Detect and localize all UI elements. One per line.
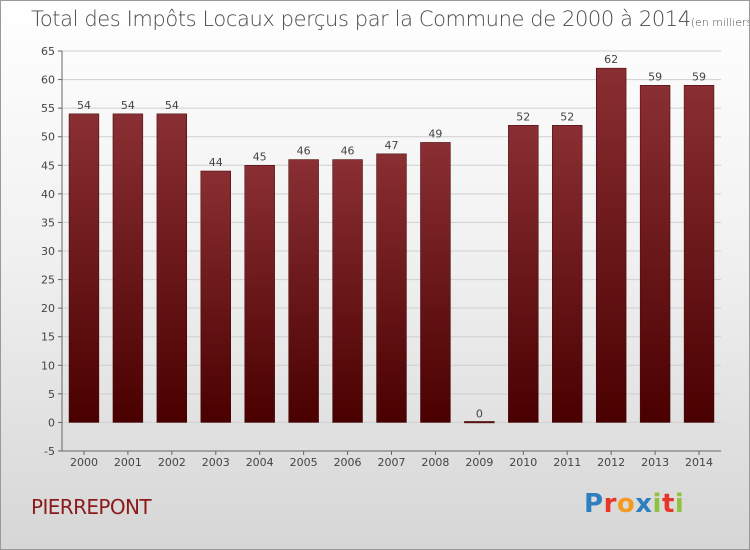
x-tick-label: 2007 (378, 456, 406, 469)
y-tick-label: 25 (41, 274, 55, 287)
x-tick-label: 2005 (290, 456, 318, 469)
x-tick-label: 2013 (641, 456, 669, 469)
y-tick-label: 45 (41, 159, 55, 172)
logo-letter: P (584, 489, 604, 519)
logo-letter: t (661, 489, 675, 519)
bar (552, 125, 583, 423)
x-tick-label: 2006 (334, 456, 362, 469)
bar (595, 67, 627, 423)
chart-title: Total des Impôts Locaux perçus par la Co… (31, 7, 750, 31)
bar-value-label: 59 (692, 70, 706, 83)
commune-name: PIERREPONT (31, 495, 152, 519)
bar (639, 85, 671, 423)
bar (200, 170, 231, 423)
logo-letter: i (652, 489, 662, 519)
y-tick-label: 5 (48, 388, 55, 401)
bar (464, 421, 495, 424)
x-tick-label: 2000 (70, 456, 98, 469)
bar (332, 159, 363, 423)
logo-letter: r (603, 489, 617, 519)
bar-value-label: 52 (560, 110, 574, 123)
logo-letter: x (635, 489, 653, 519)
y-tick-label: 60 (41, 74, 55, 87)
y-tick-label: 10 (41, 359, 55, 372)
x-tick-label: 2010 (509, 456, 537, 469)
y-tick-label: 0 (48, 416, 55, 429)
y-tick-label: 35 (41, 216, 55, 229)
chart-title-text: Total des Impôts Locaux perçus par la Co… (31, 7, 691, 31)
chart-unit: (en milliers d'€) (690, 16, 750, 29)
bar (508, 125, 539, 423)
bar-value-label: 54 (121, 99, 135, 112)
y-tick-label: -5 (44, 445, 55, 458)
bar-value-label: 49 (428, 127, 442, 140)
bar-value-label: 59 (648, 70, 662, 83)
bar (420, 142, 451, 423)
x-tick-label: 2008 (421, 456, 449, 469)
bar-value-label: 54 (77, 99, 91, 112)
y-tick-label: 55 (41, 102, 55, 115)
x-tick-label: 2012 (597, 456, 625, 469)
bar (376, 153, 407, 423)
bar-value-label: 46 (297, 145, 311, 158)
x-tick-label: 2009 (465, 456, 493, 469)
y-tick-label: 30 (41, 245, 55, 258)
logo-letter: o (616, 489, 636, 519)
bar-value-label: 0 (476, 407, 483, 420)
bar-value-label: 45 (253, 150, 267, 163)
bar-value-label: 62 (604, 53, 618, 66)
bar-value-label: 52 (516, 110, 530, 123)
x-tick-label: 2003 (202, 456, 230, 469)
y-tick-label: 50 (41, 131, 55, 144)
proxiti-logo: Proxiti (584, 489, 684, 519)
y-tick-label: 20 (41, 302, 55, 315)
x-tick-label: 2002 (158, 456, 186, 469)
bar (112, 113, 144, 423)
bar-value-label: 47 (385, 139, 399, 152)
bar-value-label: 46 (341, 145, 355, 158)
y-tick-label: 40 (41, 188, 55, 201)
x-tick-label: 2004 (246, 456, 274, 469)
bar (244, 165, 275, 423)
x-tick-label: 2001 (114, 456, 142, 469)
bar (68, 113, 100, 423)
x-tick-label: 2014 (685, 456, 713, 469)
logo-letter: i (674, 489, 685, 519)
bar (288, 159, 319, 423)
bar-value-label: 44 (209, 156, 223, 169)
bar-value-label: 54 (165, 99, 179, 112)
bar (683, 85, 715, 423)
bar (156, 113, 188, 423)
y-tick-label: 15 (41, 331, 55, 344)
y-tick-label: 65 (41, 45, 55, 58)
x-tick-label: 2011 (553, 456, 581, 469)
